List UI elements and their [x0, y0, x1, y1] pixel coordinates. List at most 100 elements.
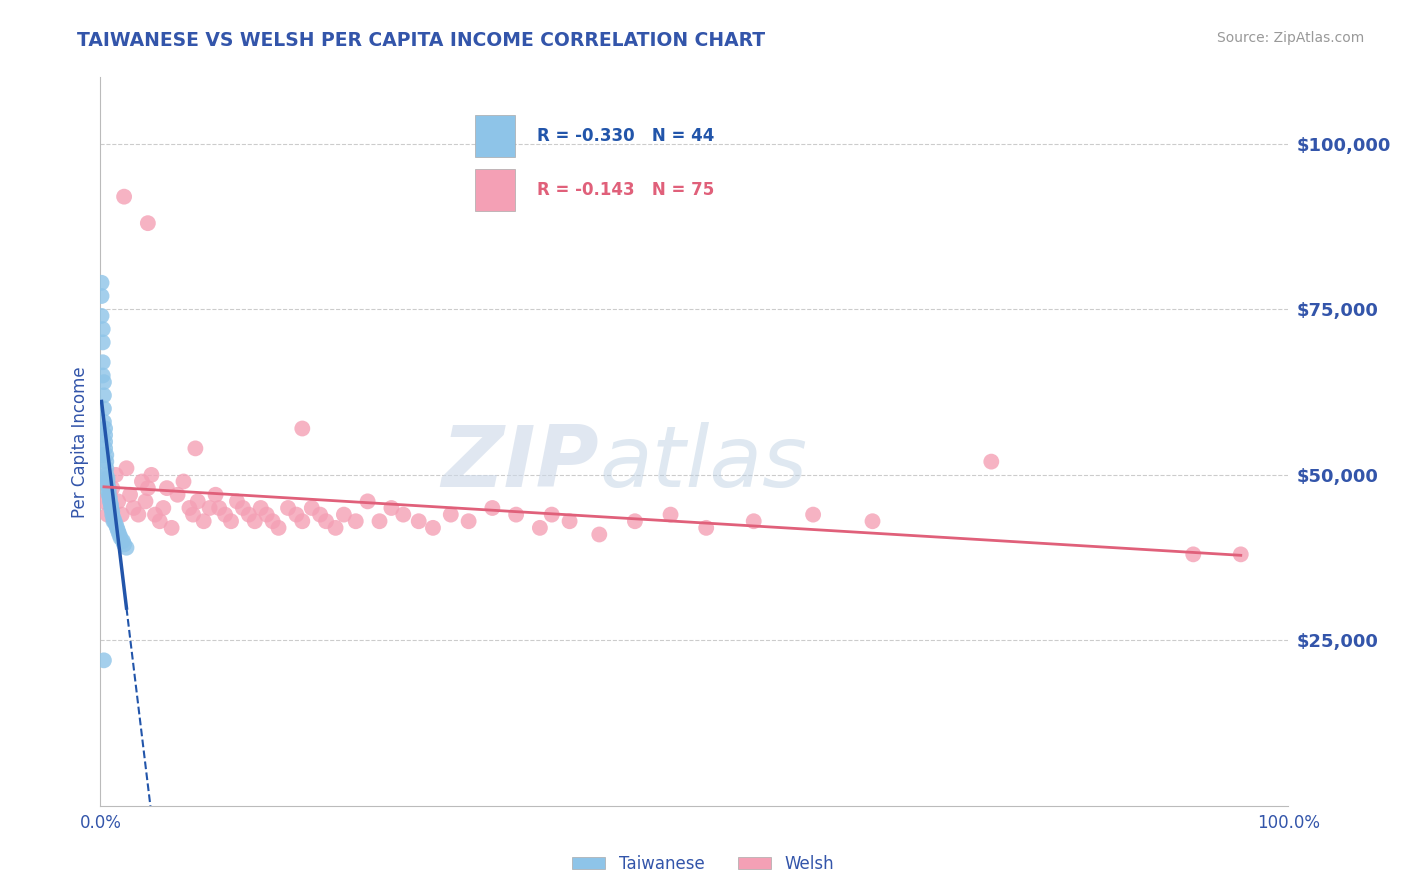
Point: [91, 448, 114, 462]
Point: [111, 508, 134, 522]
Point: [94, 434, 117, 449]
Point: [104, 514, 127, 528]
Point: [285, 508, 308, 522]
Point: [204, 488, 226, 502]
Point: [226, 494, 249, 508]
Point: [149, 514, 172, 528]
Point: [112, 537, 135, 551]
Point: [118, 488, 141, 502]
Point: [101, 504, 124, 518]
Point: [100, 498, 122, 512]
Point: [103, 514, 125, 528]
Point: [90, 309, 112, 323]
Legend: Taiwanese, Welsh: Taiwanese, Welsh: [565, 848, 841, 880]
Point: [291, 514, 314, 528]
Point: [862, 514, 884, 528]
Text: atlas: atlas: [599, 422, 807, 505]
Point: [309, 508, 332, 522]
Point: [104, 467, 127, 482]
Point: [659, 508, 682, 522]
Point: [101, 481, 124, 495]
Point: [108, 527, 131, 541]
Point: [103, 511, 125, 525]
Point: [540, 508, 562, 522]
Point: [1182, 547, 1205, 561]
Point: [166, 488, 188, 502]
Point: [104, 517, 127, 532]
Point: [558, 514, 581, 528]
Point: [277, 500, 299, 515]
Point: [695, 521, 717, 535]
Point: [173, 475, 195, 489]
Point: [344, 514, 367, 528]
Text: Source: ZipAtlas.com: Source: ZipAtlas.com: [1216, 31, 1364, 45]
Text: ZIP: ZIP: [441, 422, 599, 505]
Point: [94, 442, 117, 456]
Point: [440, 508, 463, 522]
Point: [96, 478, 118, 492]
Point: [219, 514, 242, 528]
Point: [98, 488, 121, 502]
Point: [93, 653, 115, 667]
Point: [96, 467, 118, 482]
Point: [262, 514, 284, 528]
Point: [392, 508, 415, 522]
Point: [267, 521, 290, 535]
Point: [98, 491, 121, 505]
Point: [160, 521, 183, 535]
Point: [91, 335, 114, 350]
Point: [198, 500, 221, 515]
Point: [122, 500, 145, 515]
Point: [156, 481, 179, 495]
Point: [94, 428, 117, 442]
Point: [291, 421, 314, 435]
Point: [333, 508, 356, 522]
Point: [380, 500, 402, 515]
Point: [111, 534, 134, 549]
Point: [100, 500, 122, 515]
Point: [107, 494, 129, 508]
Point: [588, 527, 610, 541]
Point: [315, 514, 337, 528]
Point: [127, 508, 149, 522]
Point: [136, 481, 159, 495]
Point: [193, 514, 215, 528]
Point: [238, 508, 260, 522]
Point: [184, 442, 207, 456]
Point: [96, 475, 118, 489]
Point: [801, 508, 824, 522]
Point: [94, 421, 117, 435]
Point: [325, 521, 347, 535]
Point: [181, 508, 204, 522]
Point: [232, 500, 254, 515]
Point: [96, 508, 118, 522]
Point: [93, 415, 115, 429]
Point: [1229, 547, 1251, 561]
Point: [134, 494, 156, 508]
Point: [301, 500, 323, 515]
Point: [91, 368, 114, 383]
Point: [97, 481, 120, 495]
Point: [408, 514, 430, 528]
Point: [110, 531, 132, 545]
Point: [249, 500, 271, 515]
Point: [256, 508, 278, 522]
Point: [115, 461, 138, 475]
Point: [96, 471, 118, 485]
Point: [107, 524, 129, 538]
Point: [368, 514, 391, 528]
Point: [152, 500, 174, 515]
Point: [136, 216, 159, 230]
Point: [96, 455, 118, 469]
Point: [93, 401, 115, 416]
Point: [96, 448, 118, 462]
Point: [101, 508, 124, 522]
Point: [93, 494, 115, 508]
Point: [93, 375, 115, 389]
Point: [980, 455, 1002, 469]
Point: [97, 484, 120, 499]
Point: [214, 508, 236, 522]
Point: [143, 508, 166, 522]
Point: [97, 488, 120, 502]
Point: [131, 475, 153, 489]
